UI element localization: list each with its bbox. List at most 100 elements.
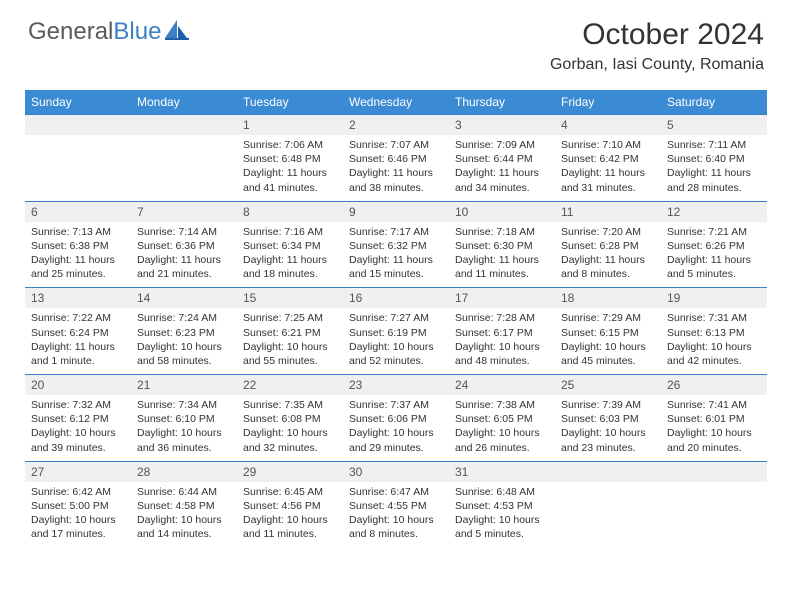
day-number-cell: 25 <box>555 375 661 396</box>
day-content-cell: Sunrise: 7:27 AMSunset: 6:19 PMDaylight:… <box>343 308 449 374</box>
day-content-row: Sunrise: 7:13 AMSunset: 6:38 PMDaylight:… <box>25 222 767 288</box>
day-sr: Sunrise: 7:34 AM <box>137 398 231 412</box>
day-d1: Daylight: 11 hours <box>667 253 761 267</box>
day-d1: Daylight: 10 hours <box>561 340 655 354</box>
day-ss: Sunset: 6:17 PM <box>455 326 549 340</box>
brand-text: GeneralBlue <box>28 18 161 46</box>
day-sr: Sunrise: 7:31 AM <box>667 311 761 325</box>
day-content-cell: Sunrise: 7:41 AMSunset: 6:01 PMDaylight:… <box>661 395 767 461</box>
day-number-cell <box>131 115 237 136</box>
day-d1: Daylight: 10 hours <box>31 513 125 527</box>
day-d2: and 32 minutes. <box>243 441 337 455</box>
day-d1: Daylight: 11 hours <box>243 166 337 180</box>
weekday-header-row: Sunday Monday Tuesday Wednesday Thursday… <box>25 90 767 115</box>
weekday-header: Saturday <box>661 90 767 115</box>
day-ss: Sunset: 6:46 PM <box>349 152 443 166</box>
day-content-cell: Sunrise: 7:17 AMSunset: 6:32 PMDaylight:… <box>343 222 449 288</box>
day-d1: Daylight: 10 hours <box>349 513 443 527</box>
day-sr: Sunrise: 7:22 AM <box>31 311 125 325</box>
day-ss: Sunset: 5:00 PM <box>31 499 125 513</box>
day-content-cell: Sunrise: 7:20 AMSunset: 6:28 PMDaylight:… <box>555 222 661 288</box>
day-content-row: Sunrise: 6:42 AMSunset: 5:00 PMDaylight:… <box>25 482 767 548</box>
day-d1: Daylight: 10 hours <box>31 426 125 440</box>
day-number-cell: 15 <box>237 288 343 309</box>
day-d1: Daylight: 11 hours <box>349 166 443 180</box>
day-sr: Sunrise: 6:47 AM <box>349 485 443 499</box>
daynum-row: 13141516171819 <box>25 288 767 309</box>
day-d2: and 17 minutes. <box>31 527 125 541</box>
day-d2: and 15 minutes. <box>349 267 443 281</box>
day-d2: and 8 minutes. <box>349 527 443 541</box>
brand-part2: Blue <box>113 18 161 45</box>
day-content-cell <box>25 135 131 201</box>
day-content-cell: Sunrise: 7:21 AMSunset: 6:26 PMDaylight:… <box>661 222 767 288</box>
day-ss: Sunset: 6:08 PM <box>243 412 337 426</box>
day-number-cell: 3 <box>449 115 555 136</box>
day-d1: Daylight: 11 hours <box>561 253 655 267</box>
day-number-cell: 26 <box>661 375 767 396</box>
weekday-header: Monday <box>131 90 237 115</box>
day-d2: and 41 minutes. <box>243 181 337 195</box>
day-number-cell: 16 <box>343 288 449 309</box>
title-block: October 2024 Gorban, Iasi County, Romani… <box>550 18 764 74</box>
day-d1: Daylight: 11 hours <box>137 253 231 267</box>
day-d2: and 29 minutes. <box>349 441 443 455</box>
day-sr: Sunrise: 7:28 AM <box>455 311 549 325</box>
day-d2: and 38 minutes. <box>349 181 443 195</box>
day-number-cell <box>555 461 661 482</box>
day-d1: Daylight: 10 hours <box>137 426 231 440</box>
day-ss: Sunset: 6:23 PM <box>137 326 231 340</box>
day-ss: Sunset: 6:24 PM <box>31 326 125 340</box>
day-content-cell <box>555 482 661 548</box>
day-ss: Sunset: 6:19 PM <box>349 326 443 340</box>
day-d2: and 5 minutes. <box>667 267 761 281</box>
day-content-row: Sunrise: 7:32 AMSunset: 6:12 PMDaylight:… <box>25 395 767 461</box>
day-d1: Daylight: 11 hours <box>31 340 125 354</box>
day-ss: Sunset: 6:06 PM <box>349 412 443 426</box>
day-sr: Sunrise: 7:35 AM <box>243 398 337 412</box>
day-ss: Sunset: 6:12 PM <box>31 412 125 426</box>
day-sr: Sunrise: 7:21 AM <box>667 225 761 239</box>
day-d1: Daylight: 11 hours <box>455 166 549 180</box>
day-sr: Sunrise: 7:25 AM <box>243 311 337 325</box>
page-header: GeneralBlue October 2024 Gorban, Iasi Co… <box>0 0 792 82</box>
day-content-cell: Sunrise: 7:34 AMSunset: 6:10 PMDaylight:… <box>131 395 237 461</box>
day-content-cell: Sunrise: 7:18 AMSunset: 6:30 PMDaylight:… <box>449 222 555 288</box>
day-d1: Daylight: 11 hours <box>667 166 761 180</box>
day-d2: and 34 minutes. <box>455 181 549 195</box>
day-number-cell <box>661 461 767 482</box>
day-d1: Daylight: 10 hours <box>137 340 231 354</box>
day-sr: Sunrise: 7:39 AM <box>561 398 655 412</box>
day-ss: Sunset: 6:30 PM <box>455 239 549 253</box>
day-sr: Sunrise: 7:32 AM <box>31 398 125 412</box>
weekday-header: Friday <box>555 90 661 115</box>
day-number-cell: 8 <box>237 201 343 222</box>
day-d2: and 26 minutes. <box>455 441 549 455</box>
day-number-cell: 13 <box>25 288 131 309</box>
day-content-cell: Sunrise: 7:38 AMSunset: 6:05 PMDaylight:… <box>449 395 555 461</box>
day-sr: Sunrise: 7:37 AM <box>349 398 443 412</box>
day-content-cell: Sunrise: 7:11 AMSunset: 6:40 PMDaylight:… <box>661 135 767 201</box>
weekday-header: Sunday <box>25 90 131 115</box>
day-d2: and 48 minutes. <box>455 354 549 368</box>
day-number-cell: 9 <box>343 201 449 222</box>
day-number-cell: 27 <box>25 461 131 482</box>
day-d1: Daylight: 10 hours <box>243 426 337 440</box>
day-sr: Sunrise: 7:06 AM <box>243 138 337 152</box>
day-ss: Sunset: 4:56 PM <box>243 499 337 513</box>
day-ss: Sunset: 6:01 PM <box>667 412 761 426</box>
day-number-cell: 29 <box>237 461 343 482</box>
day-content-cell: Sunrise: 7:06 AMSunset: 6:48 PMDaylight:… <box>237 135 343 201</box>
day-content-cell: Sunrise: 7:32 AMSunset: 6:12 PMDaylight:… <box>25 395 131 461</box>
day-number-cell: 19 <box>661 288 767 309</box>
calendar-table: Sunday Monday Tuesday Wednesday Thursday… <box>25 90 767 547</box>
day-d1: Daylight: 10 hours <box>243 513 337 527</box>
day-content-cell: Sunrise: 7:10 AMSunset: 6:42 PMDaylight:… <box>555 135 661 201</box>
day-number-cell: 23 <box>343 375 449 396</box>
day-d2: and 20 minutes. <box>667 441 761 455</box>
day-ss: Sunset: 6:21 PM <box>243 326 337 340</box>
day-ss: Sunset: 6:32 PM <box>349 239 443 253</box>
daynum-row: 12345 <box>25 115 767 136</box>
day-ss: Sunset: 6:03 PM <box>561 412 655 426</box>
day-d1: Daylight: 11 hours <box>31 253 125 267</box>
